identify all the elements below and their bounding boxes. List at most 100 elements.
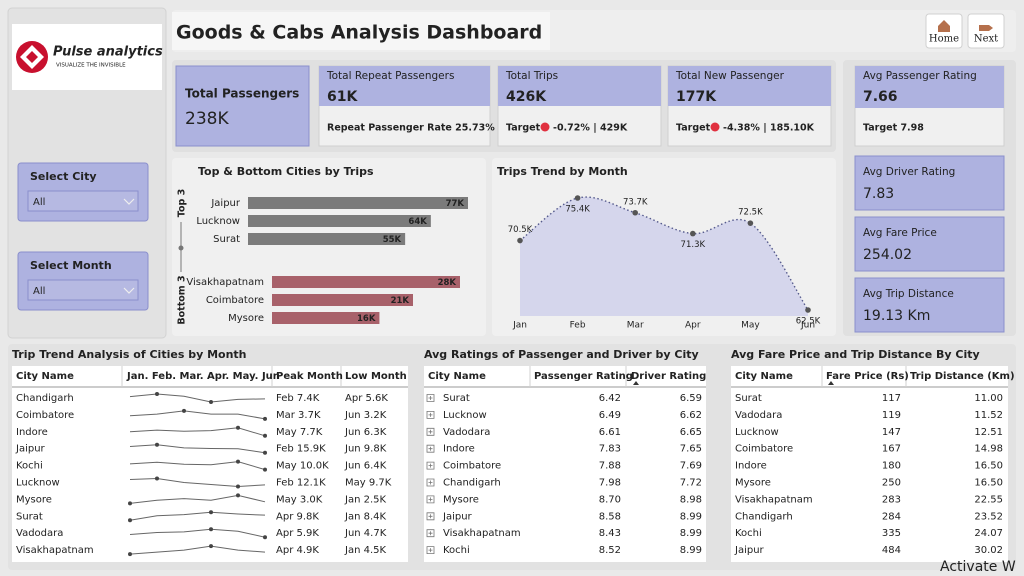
kpi-label: Avg Fare Price [863,227,937,239]
expand-icon[interactable] [426,478,435,487]
category-label: Lucknow [196,216,240,227]
filter-value: All [33,197,45,208]
bar-value-label: 16K [357,314,376,324]
column-header: Peak Month [276,371,343,382]
expand-icon[interactable] [426,427,435,436]
table-cell: 11.52 [974,410,1003,421]
table-cell: Indore [16,427,48,438]
sparkline-point [263,535,267,540]
sparkline-point [128,552,132,557]
sparkline [129,528,266,538]
table-cell: 119 [882,410,901,421]
column-header: Jan. Feb. Mar. Apr. May. Jun [126,371,280,382]
table-cell: Lucknow [16,478,60,489]
table [424,366,706,562]
filter-dropdown[interactable] [27,190,139,212]
filter-dropdown[interactable] [27,279,139,301]
kpi-value: 7.66 [863,89,898,105]
x-tick-label: Jan [512,321,527,331]
sparkline-point [236,484,240,489]
sparkline-point [263,416,267,421]
table-cell: Surat [735,393,762,404]
bar [248,233,406,245]
column-header: City Name [735,371,793,382]
sparkline-point [263,467,267,472]
sparkline [129,494,266,504]
sparkline [129,393,266,403]
category-label: Surat [213,234,240,245]
column-header: Passenger Rating [534,371,633,382]
expand-icon[interactable] [426,461,435,470]
table-cell: Vadodara [443,427,490,438]
nav-button-label: Home [929,34,959,45]
table-cell: Jun 4.7K [344,528,387,539]
table-cell: 12.51 [974,427,1003,438]
bar-value-label: 21K [391,296,410,306]
point-label: 72.5K [738,208,763,218]
watermark: Activate W [940,559,1016,575]
table-cell: May 9.7K [345,478,392,489]
table-cell: Jaipur [734,545,765,556]
sparkline-point [263,450,267,455]
table-cell: Vadodara [735,410,782,421]
table-cell: Jan 2.5K [344,494,386,505]
table-cell: Lucknow [443,410,487,421]
sparkline-point [209,544,213,549]
table-cell: Kochi [16,461,43,472]
x-tick-label: Mar [627,321,644,331]
sparkline [129,410,266,420]
nav-icon [938,20,950,32]
table-cell: 284 [882,511,901,522]
table-cell: 8.70 [599,494,621,505]
bar-value-label: 77K [446,199,465,209]
kpi-label: Avg Passenger Rating [863,70,977,82]
table-cell: 11.00 [974,393,1003,404]
expand-icon[interactable] [426,495,435,504]
kpi-label: Total Passengers [185,87,299,101]
table-cell: Jan 8.4K [344,511,386,522]
kpi-target-label: Target [676,123,711,134]
table-cell: Feb 12.1K [276,478,326,489]
kpi-card [854,216,1005,272]
table-cell: 8.52 [599,545,621,556]
table-cell: 23.52 [974,511,1003,522]
table-cell: 117 [882,393,901,404]
table-cell: 6.59 [680,393,702,404]
kpi-value: 177K [676,89,717,105]
bar [248,215,431,227]
table-cell: Apr 5.9K [276,528,319,539]
table-cell: 484 [882,545,901,556]
trend-point [574,195,581,201]
dropdown-chevron [123,287,135,294]
category-label: Jaipur [210,198,241,209]
chart-title: Top & Bottom Cities by Trips [198,165,374,178]
table-cell: 7.72 [680,478,702,489]
kpi-value: 254.02 [863,247,912,263]
sparkline-point [155,392,159,396]
expand-icon[interactable] [426,394,435,402]
point-label: 71.3K [681,240,706,250]
kpi-card-head [319,66,490,106]
table-cell: 6.42 [599,393,621,404]
table-cell: 16.50 [974,478,1003,489]
kpi-value: 19.13 Km [863,308,930,324]
table-cell: Apr 4.9K [276,545,319,556]
sparkline-point [236,459,240,464]
table-cell: Mysore [443,494,479,505]
trend-point [747,220,754,226]
column-header: Fare Price (Rs) [826,371,909,382]
expand-icon[interactable] [426,512,435,521]
trend-point [632,209,638,216]
table-cell: May 3.0K [276,494,323,505]
table-cell: Chandigarh [16,393,74,404]
expand-icon[interactable] [426,529,435,538]
point-label: 73.7K [623,197,648,207]
table-cell: Coimbatore [16,410,74,421]
expand-icon[interactable] [426,546,435,554]
table-cell: 180 [882,461,901,472]
expand-icon[interactable] [426,411,435,419]
table-cell: Apr 9.8K [276,511,319,522]
kpi-card [175,65,310,147]
expand-icon[interactable] [426,444,435,453]
table-cell: 8.99 [680,511,702,522]
